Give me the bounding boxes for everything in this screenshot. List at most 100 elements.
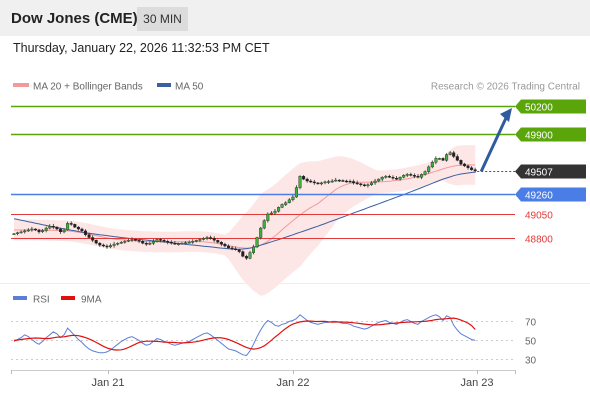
timeframe-button[interactable]: 30 MIN: [137, 7, 188, 31]
level-label-50200: 50200: [525, 103, 553, 114]
candle-body: [198, 239, 202, 241]
candle-body: [219, 241, 223, 245]
candle-body: [223, 243, 227, 247]
candle-body: [377, 178, 381, 182]
candle-body: [119, 241, 123, 244]
candle-body: [184, 242, 188, 244]
candle-body: [330, 180, 334, 183]
candle-body: [305, 178, 309, 182]
candle-body: [144, 242, 148, 245]
x-axis: Jan 21 Jan 22 Jan 23: [11, 370, 516, 389]
candle-body: [284, 202, 288, 205]
candle-body: [141, 241, 145, 244]
candle-body: [430, 161, 434, 168]
candle-body: [423, 171, 427, 175]
ma50-legend-label: MA 50: [175, 82, 204, 93]
candle-body: [455, 156, 459, 161]
candle-body: [73, 224, 77, 228]
candle-body: [312, 181, 316, 184]
rsi-ma-legend-swatch: [61, 296, 75, 300]
candle-body: [266, 213, 270, 221]
candle-body: [287, 199, 291, 203]
candle-body: [155, 239, 159, 242]
x-tick-label-jan-22: Jan 22: [276, 377, 309, 389]
candle-body: [230, 247, 234, 250]
price-plot-area: 50200 49900 49260 49050 48800 49507: [11, 99, 586, 296]
candle-body: [359, 183, 363, 186]
candle-body: [244, 256, 248, 259]
candle-body: [41, 230, 45, 232]
candle-body: [291, 196, 295, 200]
x-tick-label-jan-21: Jan 21: [91, 377, 124, 389]
candle-body: [348, 180, 352, 183]
rsi-tick-30: 30: [525, 356, 537, 367]
candle-body: [169, 241, 173, 244]
candle-body: [126, 240, 130, 242]
candle-body: [241, 251, 245, 257]
rsi-plot-area: 30 50 70: [11, 314, 537, 367]
candle-body: [466, 165, 470, 168]
candle-body: [209, 237, 213, 239]
candle-body: [463, 163, 467, 167]
candle-body: [355, 182, 359, 185]
candle-body: [391, 176, 395, 179]
candle-body: [48, 225, 52, 229]
projection-arrow: [479, 117, 508, 173]
bollinger-band: [14, 145, 476, 296]
candle-body: [280, 204, 284, 208]
candle-body: [470, 167, 474, 170]
datetime-label: Thursday, January 22, 2026 11:32:53 PM C…: [13, 41, 270, 55]
candle-body: [380, 176, 384, 180]
candle-body: [309, 180, 313, 183]
candle-body: [445, 154, 449, 161]
candle-body: [395, 177, 399, 180]
candle-body: [384, 176, 388, 178]
candle-body: [237, 249, 241, 252]
candle-body: [59, 228, 63, 232]
level-tag-49260: [515, 187, 586, 202]
candle-body: [37, 229, 41, 233]
rsi-legend-swatch: [13, 296, 27, 300]
level-label-49900: 49900: [525, 131, 553, 142]
level-label-49260: 49260: [525, 191, 553, 202]
candle-body: [234, 248, 238, 251]
candle-body: [134, 239, 138, 241]
ma50-line: [13, 171, 476, 250]
candle-body: [420, 174, 424, 178]
candle-body: [112, 243, 116, 246]
ma20-legend-label: MA 20 + Bollinger Bands: [33, 82, 143, 93]
header-bar: Dow Jones (CME) 30 MIN: [0, 0, 590, 36]
candle-body: [370, 182, 374, 185]
candle-body: [366, 184, 370, 187]
candle-body: [251, 246, 255, 253]
candle-body: [98, 242, 102, 246]
candle-body: [19, 231, 23, 234]
candle-body: [94, 240, 98, 244]
candle-body: [434, 158, 438, 163]
ma50-legend-swatch: [157, 83, 171, 87]
candle-body: [452, 152, 456, 157]
rsi-ma-legend-label: 9MA: [81, 295, 102, 306]
level-label-49050: 49050: [525, 211, 553, 222]
candle-body: [44, 227, 48, 231]
last-price-label: 49507: [525, 168, 553, 179]
rsi-ma-line: [13, 317, 476, 351]
candle-body: [416, 176, 420, 178]
candle-body: [116, 242, 120, 245]
projection-arrow-head: [500, 108, 512, 122]
candle-body: [191, 241, 195, 243]
candle-body: [402, 175, 406, 178]
rsi-line: [13, 314, 476, 357]
candle-body: [34, 228, 38, 231]
candle-body: [130, 239, 134, 241]
candle-body: [262, 220, 266, 229]
candle-body: [26, 229, 30, 232]
candle-body: [334, 179, 338, 182]
candle-body: [173, 242, 177, 245]
candle-body: [23, 230, 27, 233]
candle-body: [352, 181, 356, 184]
candle-body: [176, 243, 180, 245]
candle-body: [101, 244, 105, 247]
ma20-legend-swatch: [13, 83, 29, 87]
